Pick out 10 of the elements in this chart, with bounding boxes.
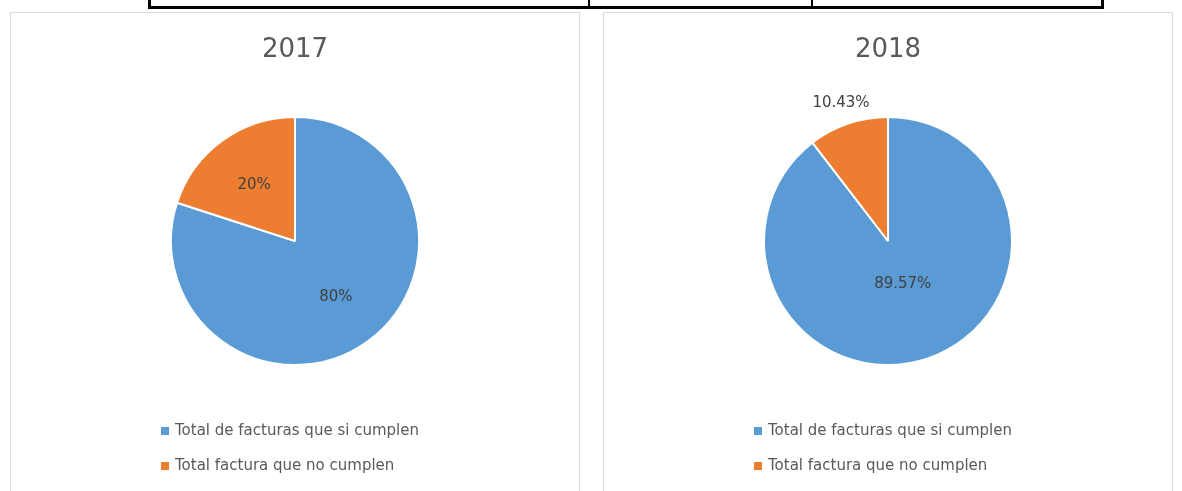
legend-label: Total factura que no cumplen <box>767 456 988 474</box>
legend-label: Total de facturas que si cumplen <box>767 421 1012 439</box>
data-label: 10.43% <box>812 92 870 111</box>
data-label: 20% <box>237 174 271 193</box>
legend-label: Total factura que no cumplen <box>174 456 395 474</box>
chart-title: 2018 <box>853 33 923 63</box>
chart-title: 2017 <box>260 33 330 63</box>
data-label: 89.57% <box>874 274 932 293</box>
data-label: 80% <box>319 287 353 306</box>
legend-label: Total de facturas que si cumplen <box>174 421 419 439</box>
